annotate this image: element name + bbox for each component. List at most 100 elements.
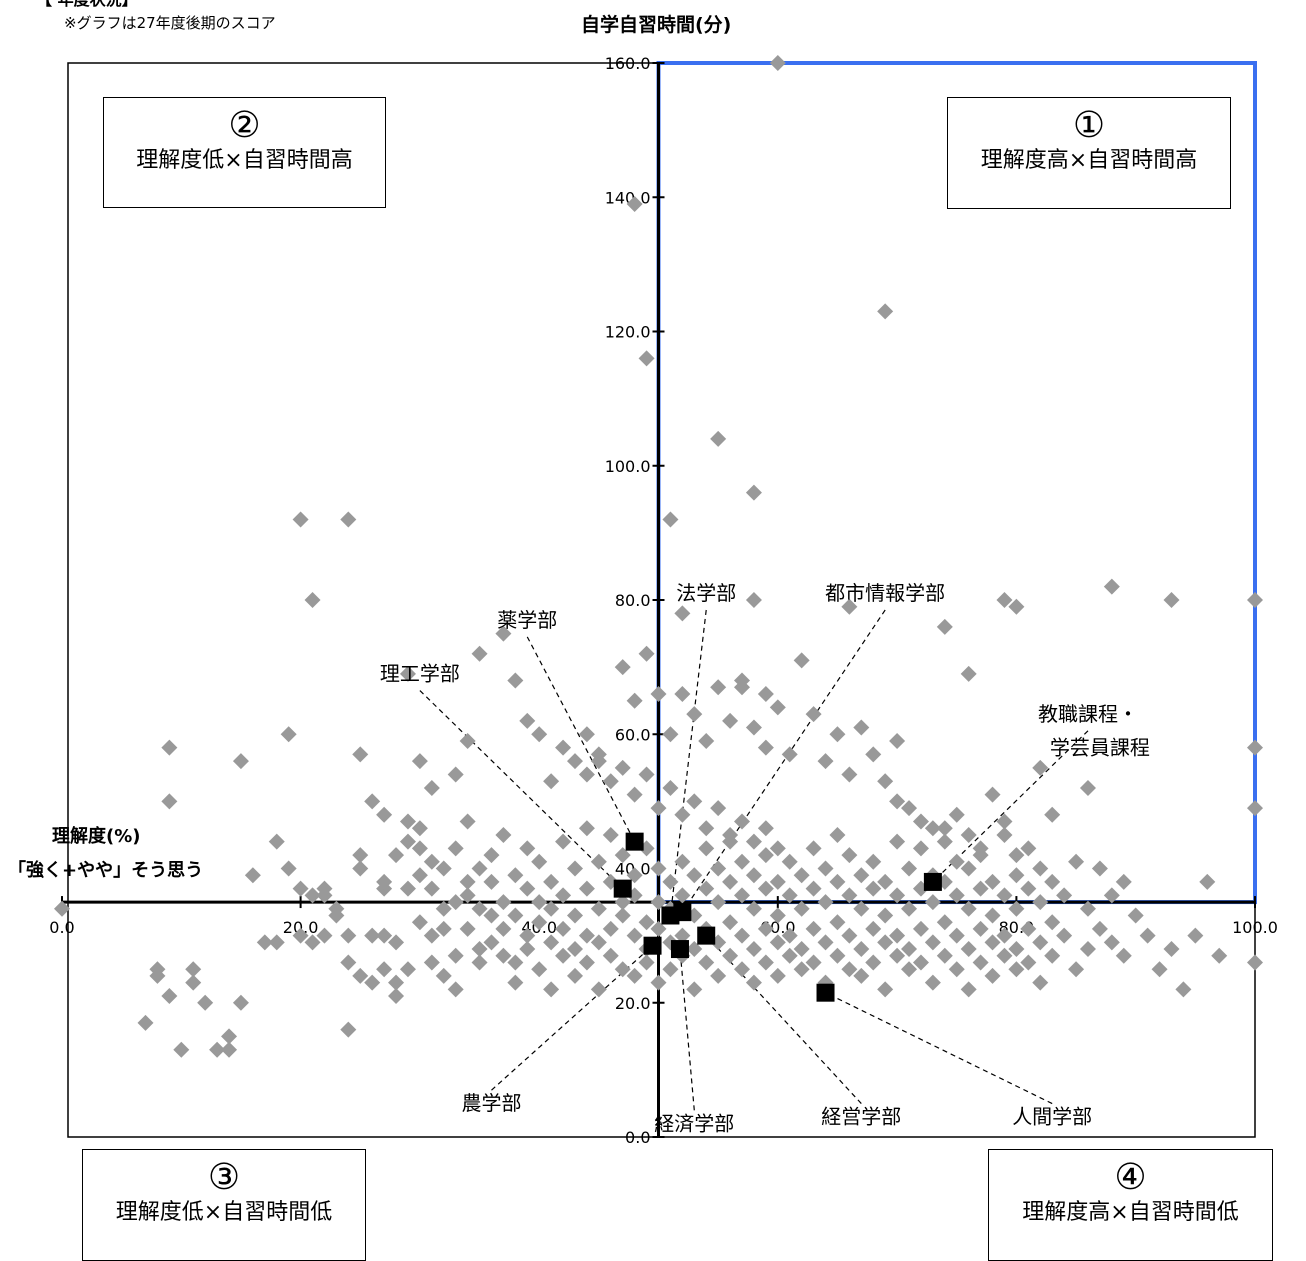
course-point [626, 786, 643, 803]
course-point [674, 927, 691, 944]
department-point [613, 879, 632, 898]
course-point [698, 880, 715, 897]
quadrant-1-label: 理解度高×自習時間高 [980, 148, 1198, 173]
course-point [626, 927, 643, 944]
course-point [149, 961, 166, 978]
course-point [1247, 954, 1263, 971]
course-point [769, 907, 786, 924]
course-point [566, 860, 583, 877]
course-point [901, 800, 918, 817]
course-point [638, 914, 655, 931]
course-point [304, 934, 321, 951]
course-point [566, 753, 583, 770]
course-point [817, 753, 834, 770]
course-point [1187, 927, 1204, 944]
course-point [757, 820, 774, 837]
course-point [662, 779, 679, 796]
course-point [781, 853, 798, 870]
course-point [364, 927, 381, 944]
course-point [793, 867, 810, 884]
course-point [435, 860, 452, 877]
y-tick-label: 0.0 [625, 1128, 650, 1147]
course-point [793, 941, 810, 958]
course-point [423, 853, 440, 870]
course-point [1079, 941, 1096, 958]
course-point [543, 900, 560, 917]
course-point [483, 907, 500, 924]
course-point [841, 847, 858, 864]
course-point [769, 699, 786, 716]
course-point [757, 954, 774, 971]
course-point [662, 961, 679, 978]
course-point [399, 665, 416, 682]
course-point [614, 961, 631, 978]
course-point [817, 894, 834, 911]
course-point [1199, 873, 1216, 890]
course-point [1020, 954, 1037, 971]
course-point [292, 927, 309, 944]
course-point [1091, 920, 1108, 937]
course-point [889, 833, 906, 850]
course-point [829, 826, 846, 843]
course-point [745, 833, 762, 850]
course-point [769, 840, 786, 857]
course-point [1068, 853, 1085, 870]
quadrant-4-number: ④ [1114, 1157, 1147, 1198]
course-point [411, 820, 428, 837]
y-tick-label: 120.0 [605, 323, 651, 342]
course-point [471, 860, 488, 877]
course-point [948, 853, 965, 870]
course-point [1103, 578, 1120, 595]
course-point [757, 685, 774, 702]
course-point [531, 961, 548, 978]
course-point [984, 967, 1001, 984]
course-point [948, 961, 965, 978]
course-point [459, 887, 476, 904]
course-point [936, 618, 953, 635]
course-point [459, 920, 476, 937]
course-point [1115, 947, 1132, 964]
course-point [316, 887, 333, 904]
leader-line [419, 690, 624, 890]
course-point [841, 766, 858, 783]
y-tick-label: 20.0 [615, 994, 651, 1013]
course-point [996, 887, 1013, 904]
course-point [1056, 927, 1073, 944]
course-point [662, 511, 679, 528]
course-point [1032, 860, 1049, 877]
course-point [781, 887, 798, 904]
course-point [650, 974, 667, 991]
course-point [674, 685, 691, 702]
course-point [1008, 961, 1025, 978]
course-point [399, 813, 416, 830]
course-point [221, 1041, 238, 1058]
course-point [936, 947, 953, 964]
course-point [912, 954, 929, 971]
course-point [1044, 914, 1061, 931]
course-point [1103, 934, 1120, 951]
course-point [996, 813, 1013, 830]
course-point [769, 934, 786, 951]
course-point [626, 195, 643, 212]
course-point [745, 719, 762, 736]
course-point [853, 867, 870, 884]
course-point [1020, 840, 1037, 857]
course-point [972, 880, 989, 897]
leader-line [825, 992, 1053, 1105]
department-point [697, 926, 716, 945]
department-label: 農学部 [461, 1091, 521, 1115]
course-point [1127, 907, 1144, 924]
course-point [877, 907, 894, 924]
course-point [411, 840, 428, 857]
x-tick-label: 0.0 [49, 918, 74, 937]
course-point [1044, 947, 1061, 964]
course-point [376, 961, 393, 978]
course-point [185, 974, 202, 991]
course-point [924, 820, 941, 837]
course-point [1151, 961, 1168, 978]
department-point [673, 903, 692, 922]
course-point [638, 350, 655, 367]
course-point [280, 726, 297, 743]
course-point [924, 934, 941, 951]
course-point [936, 820, 953, 837]
